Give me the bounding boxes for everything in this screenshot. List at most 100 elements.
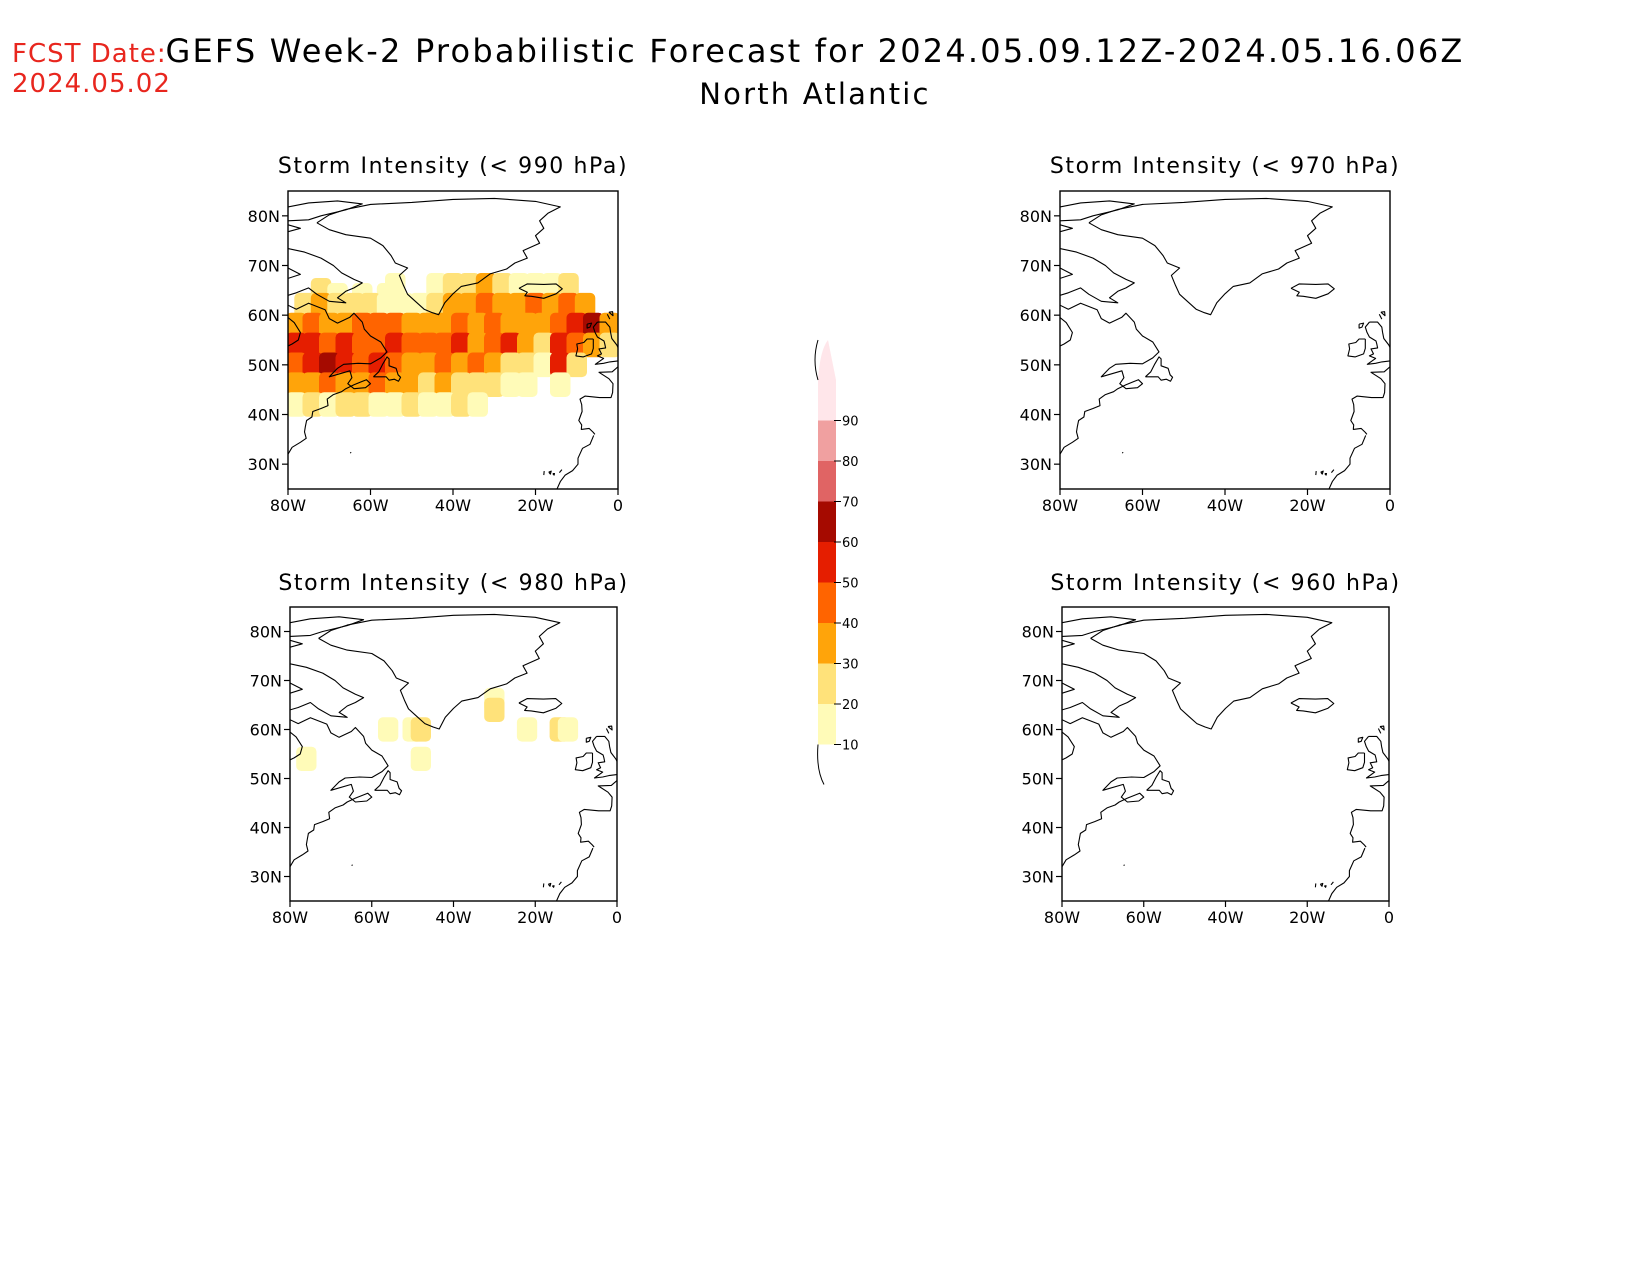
lon-label: 80W: [1042, 496, 1078, 515]
panel-title: Storm Intensity (< 970 hPa): [1050, 154, 1400, 179]
lon-label: 80W: [272, 908, 308, 927]
coastline: [290, 683, 302, 693]
colorbar-label: 10: [842, 739, 859, 754]
coastline: [1062, 640, 1074, 647]
panel-title: Storm Intensity (< 980 hPa): [278, 571, 628, 596]
coastline: [1147, 771, 1174, 795]
lat-label: 80N: [248, 207, 280, 226]
colorbar-label: 90: [842, 415, 859, 430]
colorbar-label: 40: [842, 617, 859, 632]
lon-label: 0: [1385, 496, 1395, 515]
lon-label: 80W: [270, 496, 306, 515]
coastline: [1062, 664, 1136, 718]
lat-label: 30N: [248, 455, 280, 474]
probability-cell: [550, 372, 571, 397]
probability-cell: [411, 747, 431, 771]
lat-label: 70N: [1020, 257, 1052, 276]
lat-label: 30N: [250, 868, 282, 887]
coastline: [1325, 474, 1327, 476]
coastline: [1091, 614, 1332, 729]
colorbar-label: 60: [842, 536, 859, 551]
coastline: [1369, 322, 1390, 347]
lon-label: 0: [613, 496, 623, 515]
coastline: [288, 225, 300, 232]
coastline: [606, 729, 608, 734]
lat-label: 60N: [248, 306, 280, 325]
lat-label: 40N: [1022, 819, 1054, 838]
coastline: [1358, 737, 1363, 742]
fcst-date-label: FCST Date:: [12, 39, 167, 69]
colorbar-swatch: [818, 542, 836, 583]
map-frame: [290, 607, 617, 901]
lat-label: 30N: [1020, 455, 1052, 474]
lon-label: 0: [1384, 908, 1394, 927]
lat-label: 50N: [250, 770, 282, 789]
coastline: [1359, 323, 1364, 328]
colorbar-label: 30: [842, 658, 859, 673]
lat-label: 40N: [250, 819, 282, 838]
colorbar-swatch: [818, 421, 836, 462]
lat-label: 40N: [1020, 406, 1052, 425]
coastline: [579, 367, 618, 435]
lon-label: 40W: [1207, 908, 1243, 927]
map-panel-p990: Storm Intensity (< 990 hPa) 80N 70N 60N 50N 4…: [248, 154, 629, 515]
coastline: [1351, 367, 1390, 435]
coastline: [553, 474, 555, 476]
figure-subtitle: North Atlantic: [699, 77, 930, 111]
coastline: [1060, 225, 1072, 232]
coastline: [1329, 435, 1366, 489]
coastline: [1347, 753, 1364, 771]
lon-label: 20W: [1289, 496, 1325, 515]
panel-title: Storm Intensity (< 990 hPa): [278, 154, 628, 179]
lon-label: 40W: [1207, 496, 1243, 515]
coastline: [593, 736, 618, 778]
probability-cell: [484, 698, 504, 722]
lat-label: 80N: [250, 623, 282, 642]
lat-label: 70N: [248, 257, 280, 276]
lon-label: 20W: [517, 496, 553, 515]
coastline: [1320, 883, 1323, 886]
coastline: [1089, 198, 1332, 314]
coastline: [608, 726, 612, 730]
panel-title: Storm Intensity (< 960 hPa): [1050, 571, 1400, 596]
lon-label: 60W: [1126, 908, 1162, 927]
coastline: [1060, 268, 1072, 278]
colorbar-top-cap: [818, 340, 836, 380]
coastline: [1062, 683, 1074, 693]
lat-label: 50N: [1020, 356, 1052, 375]
coastline: [1060, 249, 1134, 303]
coastline: [290, 664, 364, 718]
coastline: [1145, 357, 1172, 381]
coastline: [1381, 312, 1385, 316]
colorbar-swatch: [818, 380, 836, 421]
map-panel-p980: Storm Intensity (< 980 hPa)80N70N60N50N4…: [250, 571, 629, 927]
coastline: [1331, 470, 1334, 473]
lat-label: 50N: [248, 356, 280, 375]
coastline: [519, 699, 562, 713]
coastline: [559, 882, 561, 885]
coastline: [1331, 882, 1333, 885]
probability-cell: [517, 372, 538, 397]
coastline: [559, 470, 562, 473]
map-frame: [1060, 191, 1390, 489]
colorbar-swatch: [818, 461, 836, 502]
colorbar-bottom-edge: [818, 745, 824, 785]
probability-cell: [517, 717, 537, 741]
colorbar-label: 70: [842, 496, 859, 511]
coastline: [1060, 303, 1159, 454]
coastline: [597, 736, 617, 761]
lat-label: 30N: [1022, 868, 1054, 887]
coastline: [557, 435, 594, 489]
colorbar-swatch: [818, 502, 836, 543]
colorbar-swatch: [818, 583, 836, 624]
coastline: [549, 471, 552, 474]
coastline: [319, 614, 560, 729]
lon-label: 20W: [517, 908, 553, 927]
coastline: [1324, 886, 1326, 888]
lon-label: 40W: [435, 496, 471, 515]
probability-cell: [411, 717, 431, 741]
coastline: [552, 886, 554, 888]
coastline: [548, 883, 551, 886]
lat-label: 60N: [1020, 306, 1052, 325]
